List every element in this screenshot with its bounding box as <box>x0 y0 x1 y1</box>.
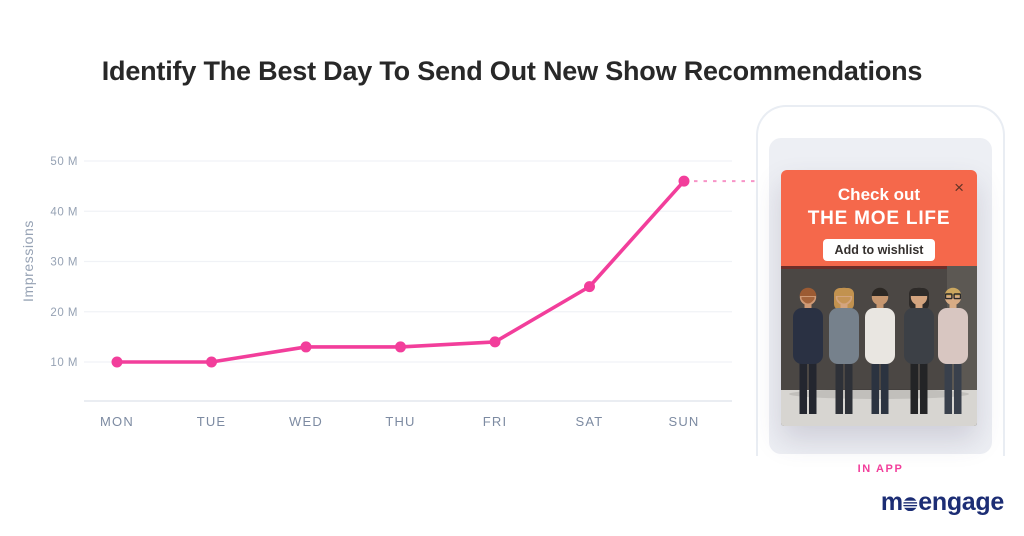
band-member <box>938 287 968 414</box>
x-tick-label: FRI <box>483 414 508 429</box>
notification-headline-line2: THE MOE LIFE <box>807 208 951 229</box>
logo-text-pre: m <box>880 488 903 516</box>
data-point <box>584 281 595 293</box>
data-point <box>300 341 312 353</box>
close-icon[interactable]: × <box>954 178 964 197</box>
y-tick-label: 30 M <box>50 257 78 269</box>
data-point <box>206 356 217 368</box>
band-member <box>865 287 895 414</box>
band-photo <box>781 266 977 426</box>
moengage-logo: m engage <box>881 490 1004 515</box>
band-member <box>793 287 823 414</box>
y-tick-label: 20 M <box>50 307 78 319</box>
y-tick-label: 40 M <box>50 206 78 218</box>
band-member <box>829 287 859 414</box>
in-app-notification-card: × Check out THE MOE LIFE Add to wishlist <box>781 170 977 426</box>
impressions-line <box>115 179 686 364</box>
add-to-wishlist-button[interactable]: Add to wishlist <box>822 239 936 261</box>
phone-mockup: × Check out THE MOE LIFE Add to wishlist <box>756 105 1005 456</box>
band-photo-illustration <box>781 266 977 426</box>
x-tick-label: TUE <box>197 414 227 429</box>
notification-headline-line1: Check out <box>837 185 921 204</box>
x-tick-label: MON <box>100 414 134 429</box>
logo-text-post: engage <box>918 488 1004 516</box>
data-point <box>395 341 406 353</box>
data-point <box>111 356 123 368</box>
page-title: Identify The Best Day To Send Out New Sh… <box>101 56 923 86</box>
y-tick-label: 10 M <box>50 357 78 369</box>
channel-label: IN APP <box>857 463 904 475</box>
x-tick-label: WED <box>289 414 323 429</box>
x-tick-label: SAT <box>576 414 604 429</box>
y-tick-label: 50 M <box>50 156 78 168</box>
y-axis-title: Impressions <box>20 220 36 302</box>
x-tick-label: THU <box>385 414 415 429</box>
band-member <box>904 287 934 414</box>
notification-header: × Check out THE MOE LIFE Add to wishlist <box>781 170 977 266</box>
phone-screen: × Check out THE MOE LIFE Add to wishlist <box>769 138 992 454</box>
data-point <box>678 175 690 187</box>
data-point <box>489 336 501 348</box>
x-tick-label: SUN <box>668 414 699 429</box>
striped-o-icon <box>903 496 918 511</box>
